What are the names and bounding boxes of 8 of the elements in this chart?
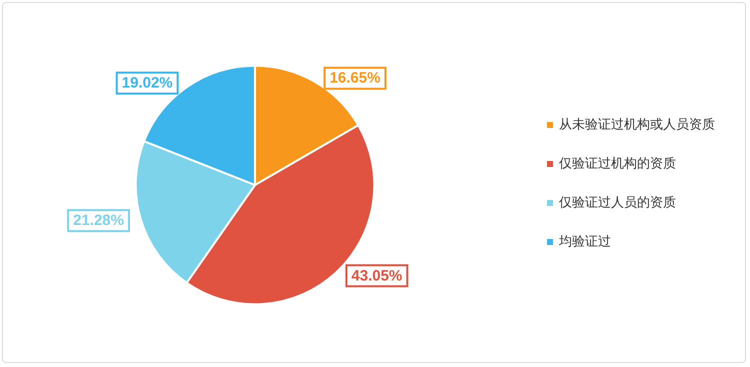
data-label: 19.02% (122, 74, 173, 92)
data-label: 43.05% (351, 267, 402, 284)
data-label: 16.65% (330, 70, 380, 87)
legend-label: 均验证过 (558, 234, 611, 250)
legend-label: 仅验证过人员的资质 (559, 196, 676, 210)
data-label: 21.28% (73, 212, 124, 230)
legend-label: 从未验证过机构或人员资质 (559, 118, 715, 132)
legend-label: 仅验证过机构的资质 (559, 156, 676, 172)
